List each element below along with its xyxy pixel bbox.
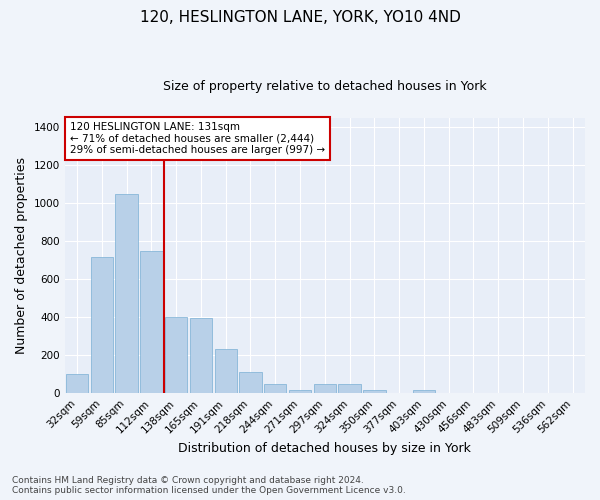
Bar	[413, 390, 435, 394]
Y-axis label: Number of detached properties: Number of detached properties	[15, 157, 28, 354]
Bar	[314, 384, 336, 394]
Bar	[363, 390, 386, 394]
Bar	[264, 384, 286, 394]
Bar	[91, 256, 113, 394]
Title: Size of property relative to detached houses in York: Size of property relative to detached ho…	[163, 80, 487, 93]
Bar	[165, 318, 187, 394]
X-axis label: Distribution of detached houses by size in York: Distribution of detached houses by size …	[178, 442, 471, 455]
Bar	[190, 318, 212, 394]
Bar	[140, 251, 163, 394]
Text: 120 HESLINGTON LANE: 131sqm
← 71% of detached houses are smaller (2,444)
29% of : 120 HESLINGTON LANE: 131sqm ← 71% of det…	[70, 122, 325, 155]
Bar	[239, 372, 262, 394]
Text: Contains HM Land Registry data © Crown copyright and database right 2024.
Contai: Contains HM Land Registry data © Crown c…	[12, 476, 406, 495]
Bar	[215, 348, 237, 394]
Text: 120, HESLINGTON LANE, YORK, YO10 4ND: 120, HESLINGTON LANE, YORK, YO10 4ND	[140, 10, 460, 25]
Bar	[115, 194, 138, 394]
Bar	[66, 374, 88, 394]
Bar	[289, 390, 311, 394]
Bar	[338, 384, 361, 394]
